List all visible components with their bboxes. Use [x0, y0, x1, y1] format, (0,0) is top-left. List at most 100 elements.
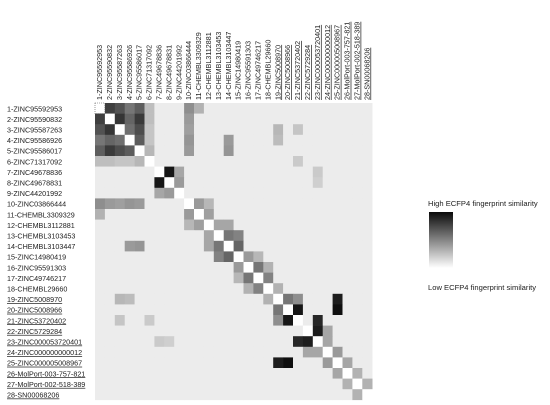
heatmap-cell	[203, 272, 215, 284]
heatmap-cell	[273, 219, 284, 231]
heatmap-cell	[144, 230, 155, 242]
heatmap-cell	[174, 209, 185, 220]
heatmap-cell	[342, 156, 353, 167]
heatmap-cell	[233, 209, 244, 220]
heatmap-cell	[332, 283, 343, 295]
heatmap-cell	[233, 357, 244, 369]
heatmap-cell	[184, 272, 195, 284]
heatmap-cell	[332, 134, 343, 146]
heatmap-cell	[302, 283, 314, 295]
heatmap-cell	[223, 240, 234, 252]
heatmap-cell	[362, 251, 373, 263]
heatmap-cell	[332, 315, 343, 326]
heatmap-cell	[293, 389, 304, 401]
heatmap-cell	[253, 378, 264, 390]
heatmap-cell	[164, 346, 175, 358]
heatmap-cell	[352, 145, 363, 157]
heatmap-cell	[293, 378, 304, 390]
heatmap-cell	[263, 251, 274, 263]
heatmap-cell	[194, 304, 205, 316]
heatmap-cell	[293, 209, 304, 220]
heatmap-cell	[124, 346, 135, 358]
heatmap-cell	[124, 134, 135, 146]
heatmap-cell	[104, 113, 116, 125]
heatmap-cell	[332, 336, 343, 348]
heatmap-cell	[332, 198, 343, 210]
heatmap-cell	[114, 198, 125, 210]
heatmap-cell	[352, 283, 363, 295]
heatmap-cell	[342, 177, 353, 189]
heatmap-cell	[243, 134, 254, 146]
heatmap-cell	[134, 156, 145, 167]
heatmap-cell	[243, 230, 254, 242]
heatmap-cell	[342, 368, 353, 379]
heatmap-cell	[322, 389, 333, 401]
heatmap-cell	[273, 315, 284, 326]
heatmap-cell	[332, 389, 343, 401]
heatmap-cell	[144, 134, 155, 146]
heatmap-cell	[203, 346, 215, 358]
heatmap-cell	[293, 304, 304, 316]
heatmap-cell	[273, 283, 284, 295]
heatmap-cell	[104, 378, 116, 390]
heatmap-cell	[362, 166, 373, 178]
heatmap-cell	[312, 124, 323, 136]
row-label: 23-ZINC000053720401	[7, 337, 82, 346]
heatmap-cell	[293, 134, 304, 146]
row-label: 14-CHEMBL3103447	[7, 242, 75, 251]
heatmap-cell	[203, 166, 215, 178]
heatmap-cell	[194, 134, 205, 146]
heatmap-cell	[322, 293, 333, 305]
heatmap-cell	[273, 325, 284, 337]
heatmap-cell	[184, 177, 195, 189]
heatmap-cell	[273, 378, 284, 390]
heatmap-cell	[184, 389, 195, 401]
heatmap-cell	[95, 262, 106, 273]
heatmap-cell	[263, 177, 274, 189]
heatmap-cell	[293, 166, 304, 178]
heatmap-cell	[104, 325, 116, 337]
heatmap-cell	[253, 389, 264, 401]
heatmap-cell	[184, 134, 195, 146]
heatmap-cell	[273, 389, 284, 401]
heatmap-cell	[213, 145, 224, 157]
heatmap-cell	[124, 378, 135, 390]
heatmap-cell	[174, 378, 185, 390]
heatmap-cell	[213, 103, 224, 114]
heatmap-cell	[184, 219, 195, 231]
heatmap-cell	[194, 240, 205, 252]
heatmap-cell	[95, 315, 106, 326]
heatmap-cell	[203, 156, 215, 167]
heatmap-cell	[104, 134, 116, 146]
heatmap-cell	[283, 304, 294, 316]
heatmap-cell	[174, 336, 185, 348]
legend-low-label: Low ECFP4 fingerprint similarity	[428, 283, 536, 292]
heatmap-cell	[203, 113, 215, 125]
heatmap-cell	[332, 230, 343, 242]
heatmap-cell	[302, 230, 314, 242]
heatmap-cell	[95, 156, 106, 167]
heatmap-cell	[223, 336, 234, 348]
heatmap-cell	[283, 177, 294, 189]
heatmap-cell	[114, 262, 125, 273]
heatmap-cell	[233, 177, 244, 189]
heatmap-cell	[332, 219, 343, 231]
heatmap-cell	[203, 262, 215, 273]
heatmap-cell	[362, 145, 373, 157]
heatmap-cell	[184, 113, 195, 125]
heatmap-cell	[164, 240, 175, 252]
heatmap-cell	[144, 262, 155, 273]
heatmap-cell	[134, 325, 145, 337]
heatmap-cell	[164, 368, 175, 379]
heatmap-cell	[104, 368, 116, 379]
heatmap-cell	[104, 145, 116, 157]
heatmap-cell	[144, 325, 155, 337]
heatmap-cell	[273, 113, 284, 125]
heatmap-cell	[203, 251, 215, 263]
heatmap-cell	[302, 251, 314, 263]
heatmap-cell	[194, 124, 205, 136]
heatmap-cell	[164, 283, 175, 295]
column-label: 13-CHEMBL3103453	[214, 32, 223, 100]
heatmap-cell	[164, 272, 175, 284]
heatmap-cell	[243, 145, 254, 157]
